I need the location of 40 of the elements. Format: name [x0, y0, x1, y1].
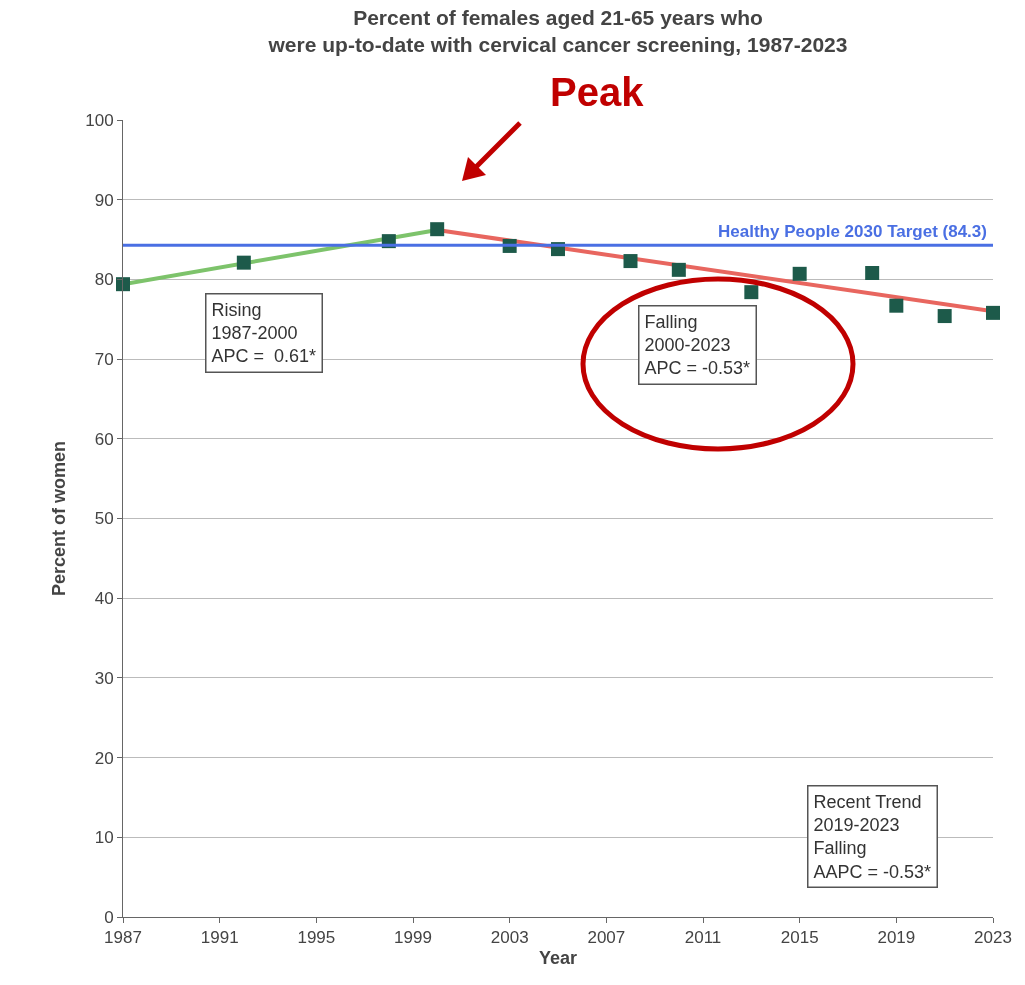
y-tick-label: 10 [94, 828, 114, 848]
y-tick-label: 60 [94, 429, 114, 449]
x-tick-label: 1991 [200, 928, 239, 948]
y-tick-label: 30 [94, 668, 114, 688]
x-tick-label: 1995 [297, 928, 336, 948]
point [236, 255, 251, 270]
point [865, 266, 880, 281]
point [671, 262, 686, 277]
x-tick-label: 1987 [104, 928, 142, 948]
x-tick-label: 2007 [587, 928, 626, 948]
point [937, 309, 952, 324]
y-tick-label: 100 [85, 110, 114, 130]
x-axis-title: Year [538, 947, 578, 968]
y-tick-label: 90 [94, 190, 114, 210]
x-tick-label: 2011 [684, 928, 722, 948]
annotation: Rising 1987-2000 APC = 0.61* [211, 299, 317, 367]
ref-line-label: Healthy People 2030 Target (84.3) [718, 222, 987, 241]
y-tick-label: 20 [94, 748, 114, 768]
point [889, 298, 904, 313]
point [986, 305, 1000, 320]
point [116, 277, 130, 292]
y-tick-label: 80 [94, 270, 114, 290]
y-axis-title: Percent of women [49, 440, 70, 597]
x-tick-label: 2003 [490, 928, 529, 948]
point [744, 285, 759, 300]
point [430, 222, 445, 237]
text: Peak [550, 70, 645, 114]
x-tick-label: 1999 [394, 928, 432, 948]
annotation: Falling 2000-2023 APC = -0.53* [644, 311, 751, 379]
y-tick-label: 0 [104, 907, 114, 927]
y-tick-label: 70 [94, 350, 114, 370]
annotation: Recent Trend 2019-2023 Falling AAPC = -0.53* [813, 791, 932, 882]
y-tick-label: 40 [94, 589, 114, 609]
point [792, 266, 807, 281]
point [623, 254, 638, 269]
x-tick-label: 2015 [780, 928, 819, 948]
x-tick-label: 2023 [974, 928, 1012, 948]
chart-title: Percent of females aged 21-65 years who were up-to-date with cervical cancer screening, 1987-2023 [267, 5, 848, 56]
y-tick-label: 50 [94, 509, 114, 529]
x-tick-label: 2019 [877, 928, 916, 948]
